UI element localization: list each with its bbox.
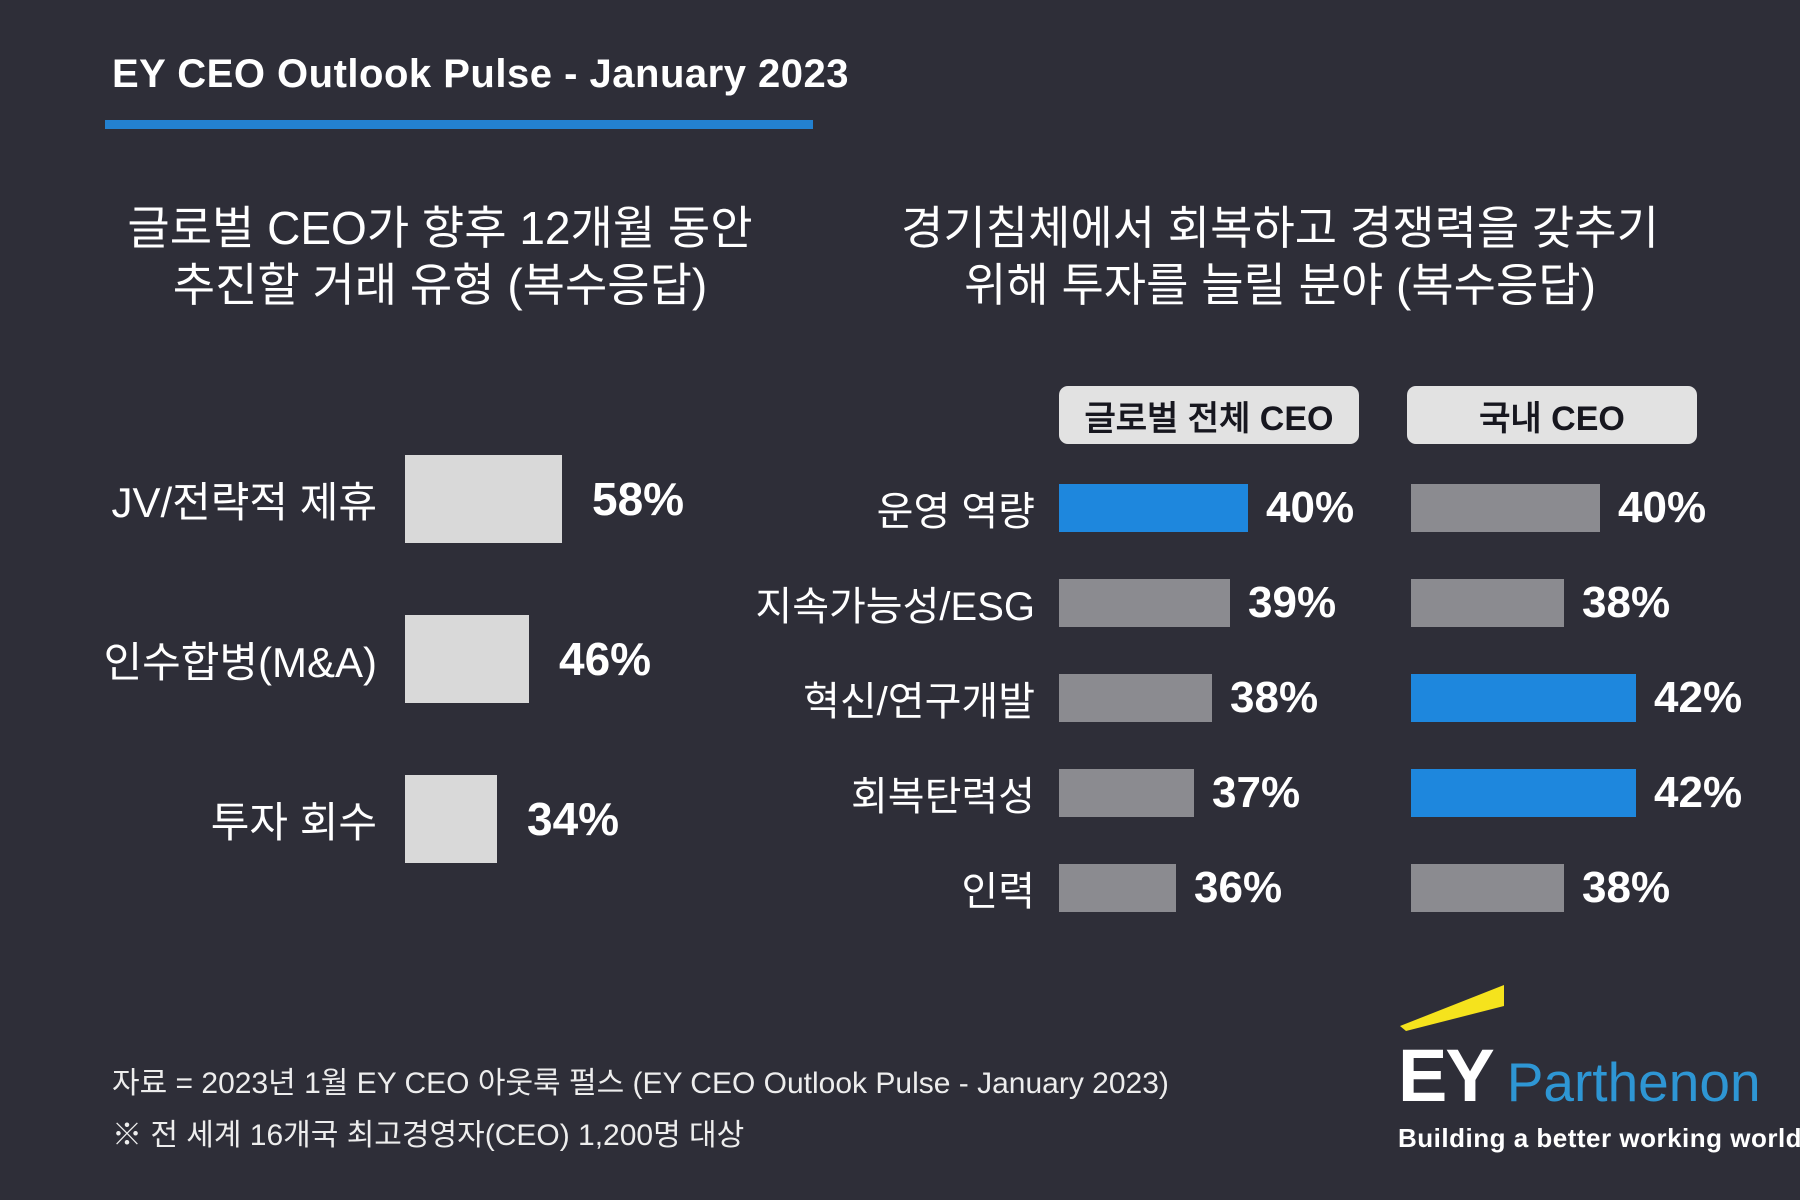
- right-chart-title: 경기침체에서 회복하고 경쟁력을 갖추기 위해 투자를 늘릴 분야 (복수응답): [745, 200, 1755, 314]
- logo-ey-text: EY: [1398, 1034, 1495, 1117]
- chart-row: 운영 역량 40% 40%: [745, 483, 1755, 534]
- logo-parthenon-text: Parthenon: [1506, 1051, 1761, 1113]
- value-label: 38%: [1230, 673, 1319, 723]
- bar: [405, 615, 529, 704]
- bar: [1411, 864, 1564, 913]
- column-headers: 글로벌 전체 CEO 국내 CEO: [1059, 386, 1755, 445]
- chart-row: 지속가능성/ESG 39% 38%: [745, 578, 1755, 629]
- category-label: 운영 역량: [876, 490, 1035, 535]
- bar-highlighted: [1059, 484, 1248, 533]
- domestic-ceo-cell: 38%: [1411, 863, 1755, 913]
- column-header-global-ceo: 글로벌 전체 CEO: [1059, 386, 1359, 445]
- value-label: 39%: [1248, 578, 1337, 628]
- source-line1: 자료 = 2023년 1월 EY CEO 아웃룩 펄스 (EY CEO Outl…: [112, 1067, 1169, 1100]
- global-ceo-cell: 40%: [1059, 483, 1395, 533]
- domestic-ceo-cell: 38%: [1411, 578, 1755, 628]
- ey-beam-icon: [1400, 985, 1504, 1031]
- bar: [1059, 769, 1194, 818]
- bar: [1059, 579, 1230, 628]
- bar-highlighted: [1411, 769, 1636, 818]
- category-label: JV/전략적 제휴: [111, 478, 377, 526]
- category-label: 지속가능성/ESG: [755, 585, 1035, 630]
- deal-types-chart: 글로벌 CEO가 향후 12개월 동안 추진할 거래 유형 (복수응답) JV/…: [95, 200, 785, 935]
- bar: [1059, 674, 1212, 723]
- value-label: 34%: [527, 793, 620, 846]
- domestic-ceo-cell: 42%: [1411, 673, 1755, 723]
- bar-highlighted: [1411, 674, 1636, 723]
- value-label: 40%: [1266, 483, 1355, 533]
- category-label: 회복탄력성: [851, 775, 1035, 820]
- value-label: 42%: [1654, 673, 1743, 723]
- logo-tagline: Building a better working world: [1398, 1123, 1800, 1153]
- title-underline-divider: [105, 120, 813, 129]
- left-chart-title: 글로벌 CEO가 향후 12개월 동안 추진할 거래 유형 (복수응답): [95, 200, 785, 314]
- chart-row: 인수합병(M&A) 46%: [95, 615, 785, 704]
- investment-areas-chart: 경기침체에서 회복하고 경쟁력을 갖추기 위해 투자를 늘릴 분야 (복수응답)…: [745, 200, 1755, 959]
- value-label: 38%: [1582, 863, 1671, 913]
- bar: [1059, 864, 1176, 913]
- global-ceo-cell: 38%: [1059, 673, 1395, 723]
- global-ceo-cell: 37%: [1059, 768, 1395, 818]
- value-label: 37%: [1212, 768, 1301, 818]
- chart-row: 회복탄력성 37% 42%: [745, 768, 1755, 819]
- chart-row: 투자 회수 34%: [95, 775, 785, 864]
- column-header-domestic-ceo: 국내 CEO: [1407, 386, 1697, 445]
- value-label: 42%: [1654, 768, 1743, 818]
- value-label: 40%: [1618, 483, 1707, 533]
- global-ceo-cell: 39%: [1059, 578, 1395, 628]
- right-chart-rows: 운영 역량 40% 40% 지속가능성/ESG 39% 38% 혁신/연구개발: [745, 483, 1755, 914]
- right-chart-title-line1: 경기침체에서 회복하고 경쟁력을 갖추기: [901, 202, 1659, 254]
- chart-row: 인력 36% 38%: [745, 863, 1755, 914]
- chart-row: JV/전략적 제휴 58%: [95, 455, 785, 544]
- global-ceo-cell: 36%: [1059, 863, 1395, 913]
- left-chart-rows: JV/전략적 제휴 58% 인수합병(M&A) 46% 투자 회수 34%: [95, 455, 785, 864]
- category-label: 인력: [961, 870, 1035, 915]
- left-chart-title-line2: 추진할 거래 유형 (복수응답): [172, 259, 708, 312]
- page-title: EY CEO Outlook Pulse - January 2023: [112, 52, 850, 96]
- logo-wordmark: EY Parthenon: [1398, 1034, 1761, 1117]
- domestic-ceo-cell: 40%: [1411, 483, 1755, 533]
- right-chart-title-line2: 위해 투자를 늘릴 분야 (복수응답): [964, 259, 1596, 312]
- source-note: 자료 = 2023년 1월 EY CEO 아웃룩 펄스 (EY CEO Outl…: [112, 1058, 1169, 1162]
- domestic-ceo-cell: 42%: [1411, 768, 1755, 818]
- bar: [405, 775, 497, 864]
- category-label: 혁신/연구개발: [803, 680, 1035, 725]
- bar: [1411, 579, 1564, 628]
- source-line2: ※ 전 세계 16개국 최고경영자(CEO) 1,200명 대상: [112, 1119, 745, 1152]
- chart-row: 혁신/연구개발 38% 42%: [745, 673, 1755, 724]
- bar: [1411, 484, 1600, 533]
- value-label: 58%: [592, 473, 685, 526]
- left-chart-title-line1: 글로벌 CEO가 향후 12개월 동안: [127, 202, 753, 254]
- bar: [405, 455, 562, 544]
- value-label: 38%: [1582, 578, 1671, 628]
- value-label: 36%: [1194, 863, 1283, 913]
- category-label: 투자 회수: [210, 798, 377, 846]
- ey-parthenon-logo: EY Parthenon Building a better working w…: [1398, 985, 1800, 1154]
- value-label: 46%: [559, 633, 652, 686]
- category-label: 인수합병(M&A): [103, 638, 377, 686]
